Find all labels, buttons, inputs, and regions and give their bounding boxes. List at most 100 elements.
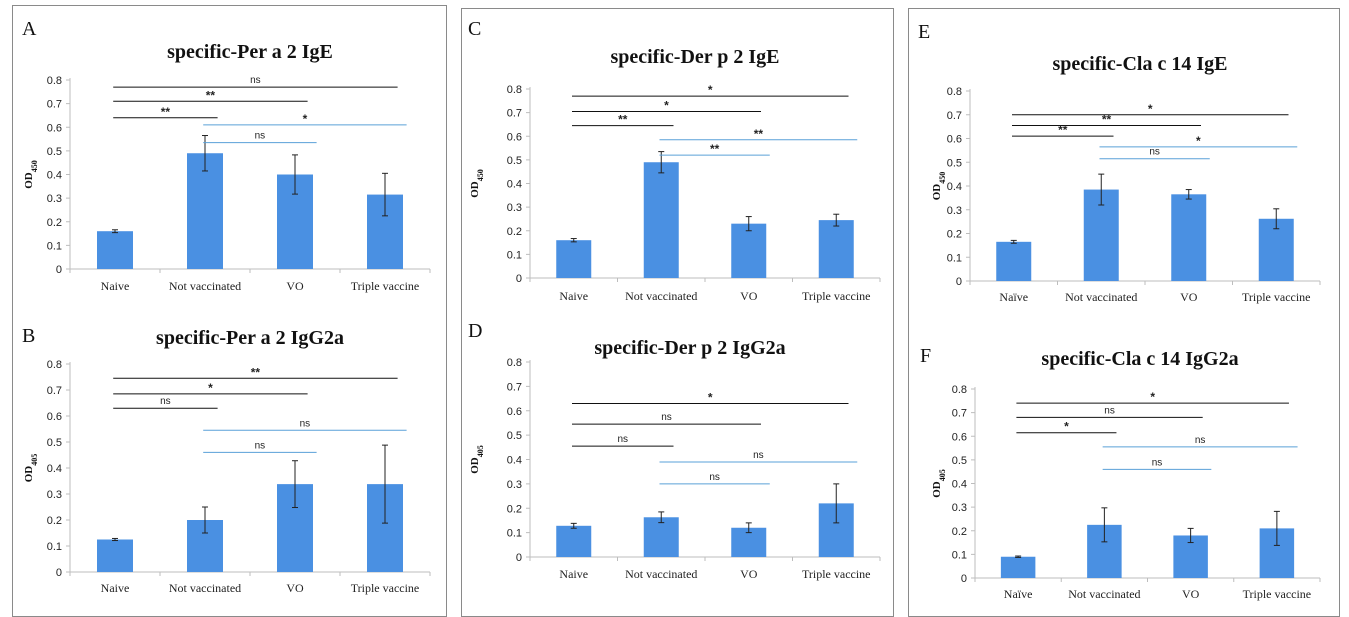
y-tick-label: 0.6	[947, 134, 962, 146]
category-label: VO	[1182, 587, 1200, 601]
category-label: Naive	[101, 279, 130, 293]
significance-label: **	[618, 113, 628, 127]
y-tick-label: 0.4	[507, 455, 522, 467]
y-tick-label: 0.2	[507, 226, 522, 238]
significance-label: ns	[250, 75, 261, 86]
y-tick-label: 0.2	[47, 515, 62, 527]
chart-title: specific-Cla c 14 IgE	[1053, 53, 1228, 75]
y-tick-label: 0.4	[47, 463, 62, 475]
bar	[1000, 556, 1036, 578]
significance-label: ns	[300, 418, 311, 429]
y-tick-label: 0.3	[47, 489, 62, 501]
y-tick-label: 0	[956, 276, 962, 288]
category-label: Triple vaccine	[1242, 290, 1311, 304]
y-tick-label: 0.7	[47, 99, 62, 111]
category-label: Naive	[559, 567, 588, 581]
category-label: Not vaccinated	[1065, 290, 1137, 304]
significance-label: *	[303, 112, 308, 126]
bar	[187, 153, 223, 269]
y-tick-label: 0.6	[507, 131, 522, 143]
y-tick-label: 0	[961, 573, 967, 585]
y-tick-label: 0.2	[507, 503, 522, 515]
significance-label: **	[251, 365, 261, 379]
y-tick-label: 0.3	[507, 202, 522, 214]
category-label: VO	[1180, 290, 1198, 304]
category-label: Triple vaccine	[351, 581, 420, 595]
category-label: Triple vaccine	[1243, 587, 1312, 601]
y-tick-label: 0.5	[507, 155, 522, 167]
y-tick-label: 0.3	[507, 479, 522, 491]
y-tick-label: 0.6	[47, 411, 62, 423]
significance-label: ns	[1152, 457, 1163, 468]
significance-label: *	[708, 83, 713, 97]
y-tick-label: 0.4	[47, 170, 62, 182]
y-tick-label: 0.4	[947, 181, 962, 193]
y-tick-label: 0.7	[47, 385, 62, 397]
significance-label: *	[1150, 390, 1155, 404]
y-tick-label: 0.4	[507, 179, 522, 191]
chart-title: specific-Der p 2 IgE	[610, 46, 779, 68]
y-tick-label: 0.4	[952, 479, 967, 491]
y-tick-label: 0.1	[47, 541, 62, 553]
y-tick-label: 0.7	[947, 110, 962, 122]
significance-label: **	[161, 105, 171, 119]
significance-label: **	[710, 142, 720, 156]
category-label: Triple vaccine	[351, 279, 420, 293]
category-label: Not vaccinated	[625, 289, 697, 303]
significance-label: *	[664, 98, 669, 112]
y-tick-label: 0	[516, 552, 522, 564]
y-tick-label: 0.7	[952, 408, 967, 420]
significance-label: ns	[1195, 435, 1206, 446]
y-tick-label: 0.1	[947, 252, 962, 264]
significance-label: *	[1064, 420, 1069, 434]
category-label: VO	[286, 581, 304, 595]
category-label: Not vaccinated	[1068, 587, 1140, 601]
bar	[818, 220, 854, 278]
y-tick-label: 0.1	[952, 549, 967, 561]
y-tick-label: 0.2	[947, 229, 962, 241]
y-tick-label: 0.5	[47, 146, 62, 158]
significance-label: *	[708, 390, 713, 404]
significance-label: ns	[1149, 147, 1160, 158]
y-tick-label: 0.8	[507, 357, 522, 369]
y-tick-label: 0.6	[47, 122, 62, 134]
y-tick-label: 0.3	[947, 205, 962, 217]
y-axis-label: OD450	[931, 172, 947, 201]
chart-title: specific-Per a 2 IgE	[167, 41, 333, 63]
y-tick-label: 0.1	[47, 240, 62, 252]
significance-label: ns	[661, 412, 672, 423]
y-axis-label: OD405	[23, 454, 39, 483]
y-tick-label: 0	[56, 264, 62, 276]
bar	[556, 240, 592, 278]
category-label: Not vaccinated	[169, 581, 241, 595]
category-label: Naive	[101, 581, 130, 595]
category-label: Not vaccinated	[169, 279, 241, 293]
y-tick-label: 0.7	[507, 381, 522, 393]
y-tick-label: 0	[516, 273, 522, 285]
y-tick-label: 0.6	[507, 406, 522, 418]
category-label: Naive	[559, 289, 588, 303]
panel-letter: B	[22, 325, 35, 347]
significance-label: ns	[255, 131, 266, 142]
bar	[97, 231, 133, 269]
y-tick-label: 0.6	[952, 431, 967, 443]
y-tick-label: 0.5	[947, 157, 962, 169]
y-tick-label: 0.5	[47, 437, 62, 449]
y-tick-label: 0.5	[952, 455, 967, 467]
bar	[556, 525, 592, 557]
y-axis-label: OD450	[23, 160, 39, 189]
category-label: Naïve	[999, 290, 1028, 304]
y-tick-label: 0.8	[47, 75, 62, 87]
panel-letter: C	[468, 18, 481, 40]
category-label: VO	[286, 279, 304, 293]
y-axis-label: OD405	[469, 445, 485, 474]
y-tick-label: 0.2	[47, 217, 62, 229]
significance-label: ns	[617, 434, 628, 445]
significance-label: *	[1196, 134, 1201, 148]
